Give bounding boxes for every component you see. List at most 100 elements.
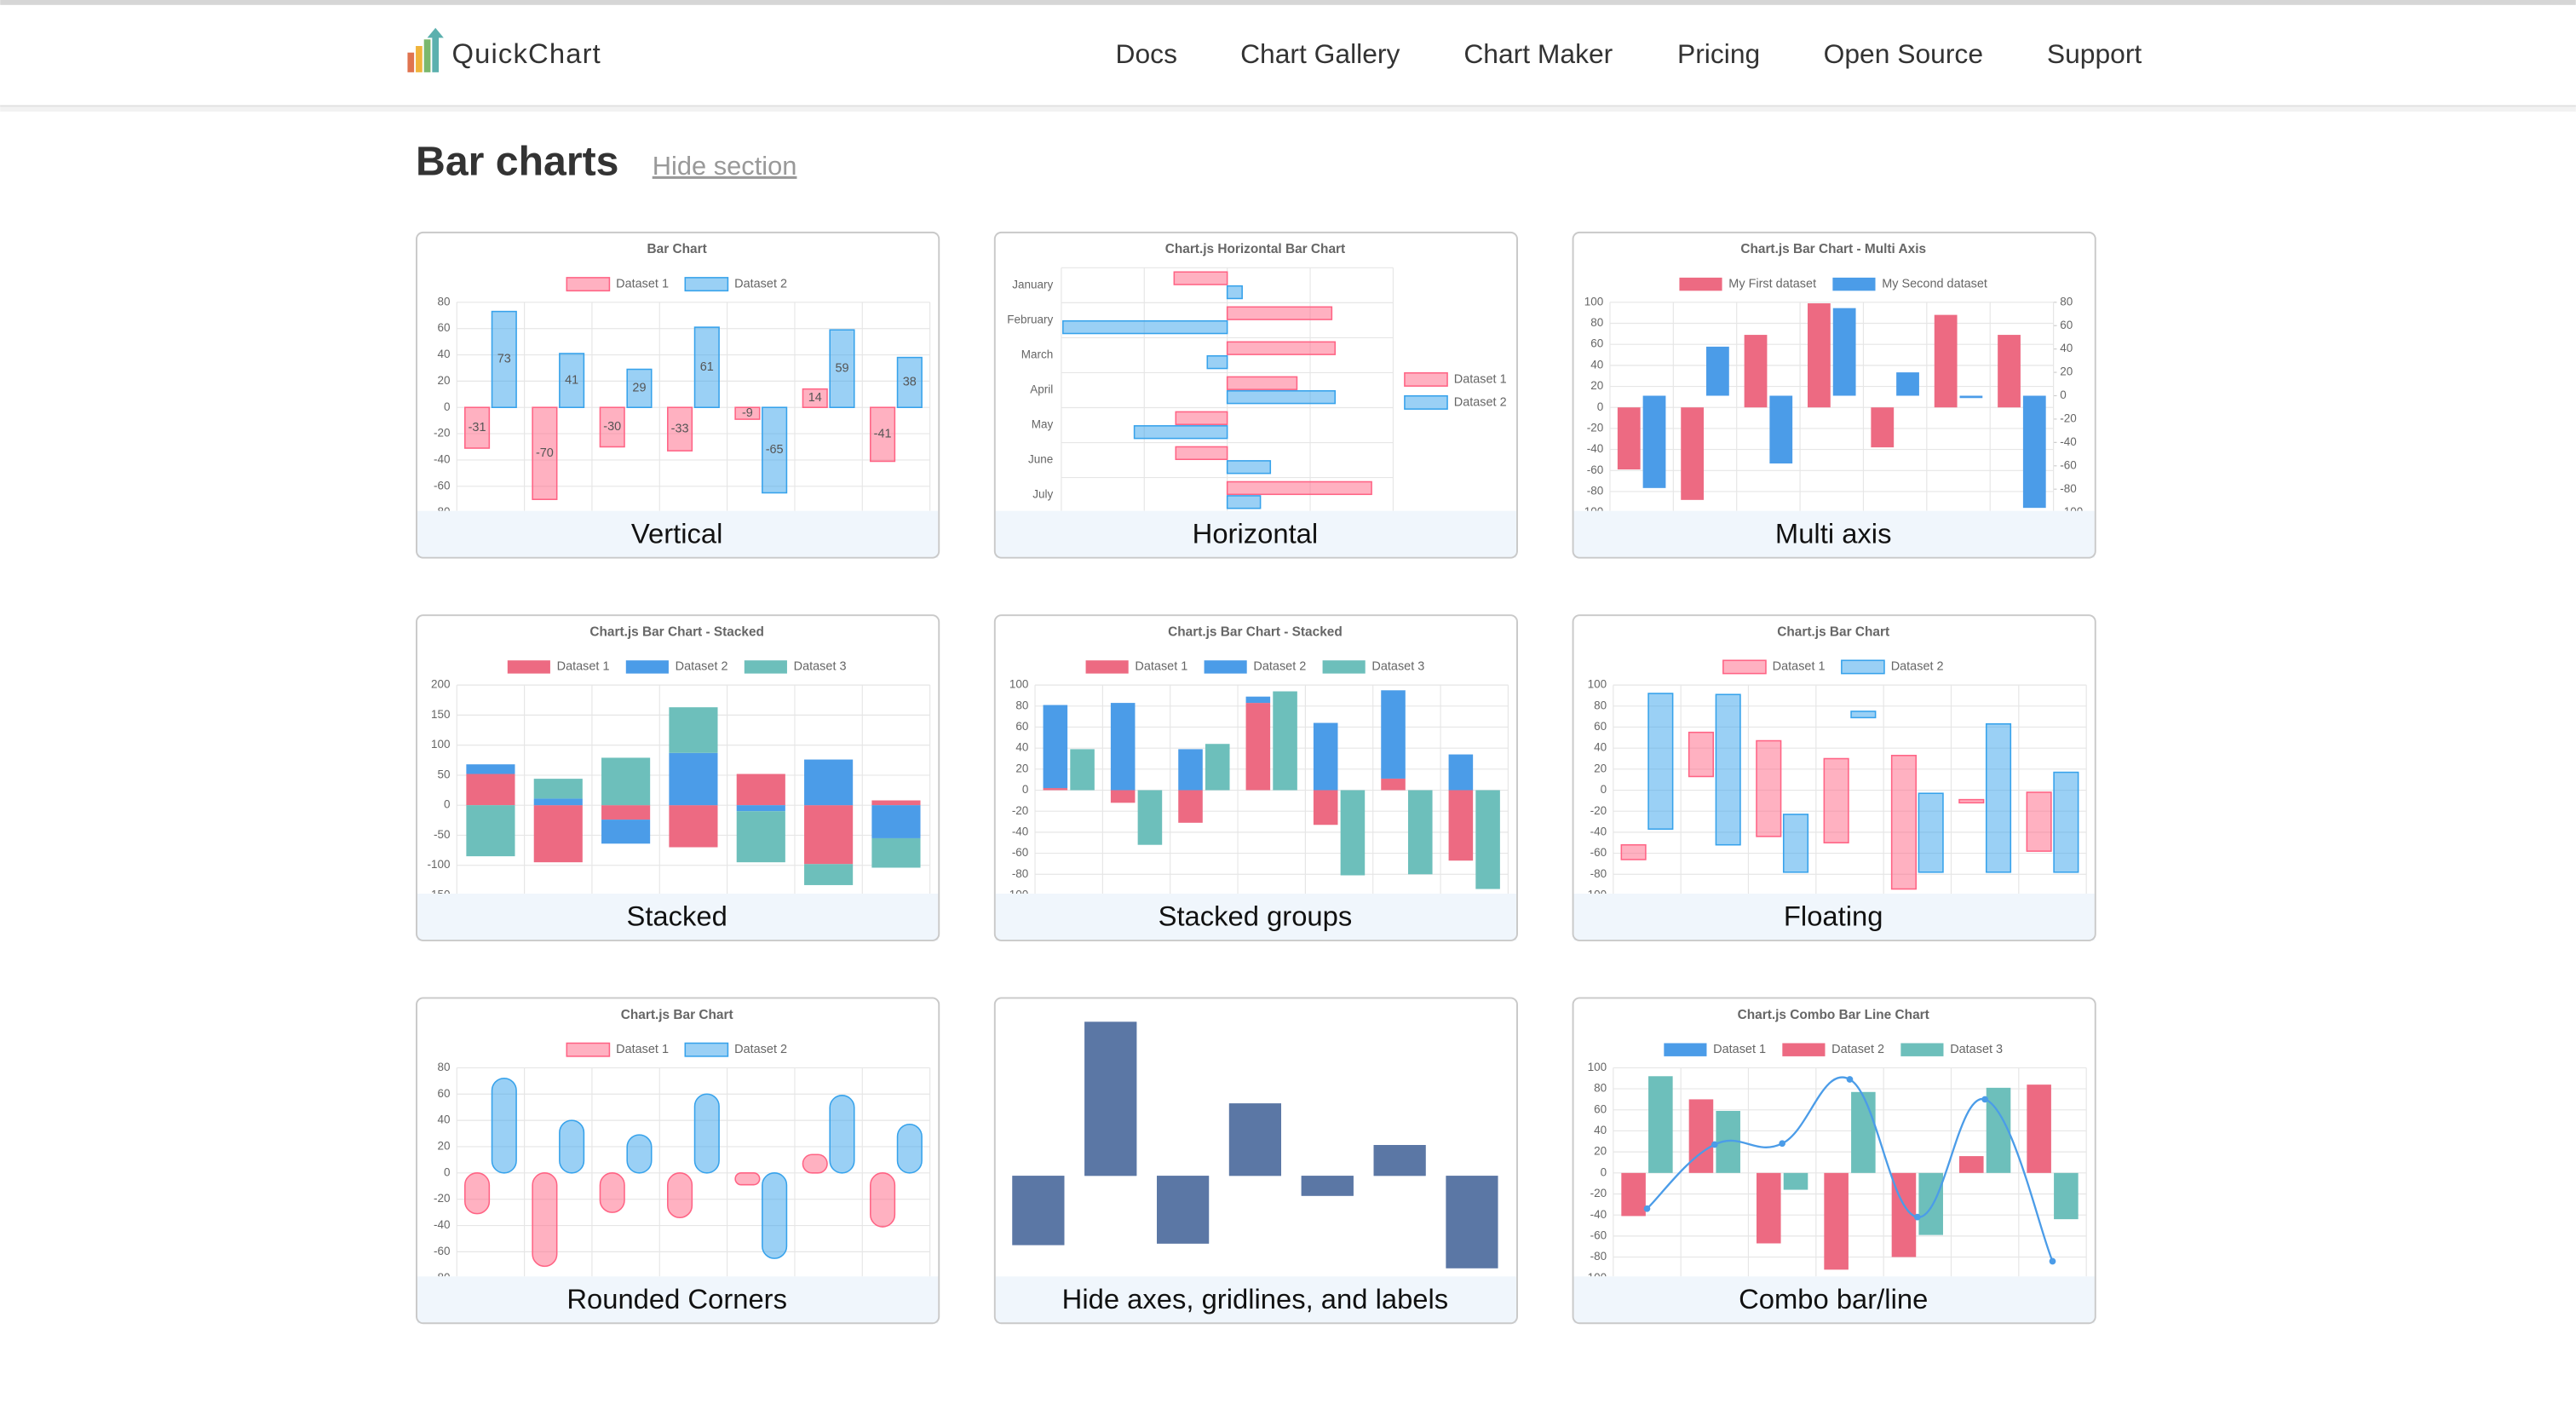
- bar: [466, 774, 515, 806]
- bar: [1173, 271, 1228, 285]
- bar: [601, 757, 651, 806]
- card-frame: [416, 997, 940, 1325]
- card-frame: [993, 997, 1518, 1325]
- top-border: [0, 0, 2576, 5]
- card-frame: [993, 614, 1518, 941]
- chart-card[interactable]: Bar Chart Dataset 1 Dataset 2 80 60 40 20 0 -20 -…: [416, 231, 940, 559]
- y-tick-label: 0: [1022, 783, 1029, 796]
- legend-swatch: [744, 660, 787, 674]
- legend-swatch: [566, 277, 611, 292]
- chart-card[interactable]: Chart.js Horizontal Bar Chart Dataset 1 Da…: [993, 231, 1518, 559]
- card-frame: [416, 614, 940, 941]
- bar: [1782, 814, 1809, 873]
- bar: [1226, 306, 1333, 320]
- chart-card[interactable]: Chart.js Bar Chart Dataset 1 Dataset 2 100 8…: [1572, 614, 2096, 941]
- caption-band: [417, 510, 939, 558]
- bar: [1620, 843, 1647, 860]
- bar: [2027, 1084, 2051, 1173]
- card-caption: Horizontal: [1193, 517, 1319, 549]
- y-tick-label: -50: [434, 828, 451, 841]
- card-caption: Stacked: [626, 900, 727, 932]
- nav-link[interactable]: Support: [2047, 38, 2142, 69]
- logo-bar: [407, 52, 415, 72]
- y2-tick-label: -20: [2060, 411, 2077, 424]
- bar: [1986, 1087, 2011, 1173]
- bar: [1648, 1076, 1673, 1173]
- bar: [1301, 1176, 1354, 1196]
- legend-label: Dataset 1: [1713, 1043, 1766, 1056]
- legend-label: Dataset 1: [1135, 660, 1187, 674]
- bar: [1340, 790, 1366, 876]
- y-tick-label: -40: [1012, 825, 1029, 837]
- chart-card[interactable]: Chart.js Bar Chart - Stacked Dataset 1 Dat…: [416, 614, 940, 941]
- bar: [1226, 285, 1243, 300]
- bar: [1934, 314, 1958, 408]
- y2-tick-label: 0: [2060, 388, 2067, 401]
- bar: [802, 1153, 828, 1174]
- bar: [1043, 705, 1068, 789]
- nav-link[interactable]: Pricing: [1677, 38, 1760, 69]
- y-tick-label: 50: [438, 768, 451, 780]
- brand[interactable]: QuickChart: [451, 37, 601, 69]
- card-caption: Hide axes, gridlines, and labels: [1062, 1283, 1449, 1315]
- bar: [870, 406, 896, 463]
- legend-label: Dataset 2: [734, 277, 787, 291]
- nav-link[interactable]: Chart Gallery: [1240, 38, 1400, 69]
- legend-swatch: [1085, 660, 1129, 674]
- chart-title: Chart.js Bar Chart - Multi Axis: [1740, 242, 1926, 256]
- y-tick-label: 80: [1594, 1082, 1607, 1095]
- bar: [896, 1123, 923, 1174]
- bar: [736, 774, 785, 806]
- bar: [601, 820, 651, 844]
- y-tick-label: 20: [1590, 379, 1603, 392]
- y-tick-label: 200: [431, 678, 451, 691]
- bar: [693, 1093, 720, 1174]
- bar: [1769, 395, 1793, 464]
- bar: [1381, 690, 1406, 779]
- chart-card[interactable]: Chart.js Combo Bar Line Chart Dataset 1 Da…: [1572, 997, 2096, 1325]
- bar: [491, 1077, 517, 1174]
- legend-label: Dataset 2: [1253, 660, 1306, 674]
- bar: [1012, 1176, 1065, 1246]
- chart-title: Chart.js Combo Bar Line Chart: [1738, 1008, 1929, 1022]
- y-tick-label: -80: [1590, 1250, 1607, 1263]
- nav-link[interactable]: Chart Maker: [1463, 38, 1613, 69]
- y-tick-label: February: [1007, 313, 1053, 325]
- point: [2049, 1257, 2056, 1265]
- legend-swatch: [566, 1042, 611, 1057]
- chart-card[interactable]: Chart.js Bar Chart - Stacked Dataset 1 Dat…: [993, 614, 1518, 941]
- legend-label: Dataset 1: [616, 277, 669, 291]
- y-tick-label: 60: [438, 1087, 451, 1100]
- y-tick-label: 80: [438, 1061, 451, 1073]
- hide-section-link[interactable]: Hide section: [653, 151, 797, 181]
- point: [1913, 1213, 1921, 1221]
- chart-card[interactable]: Hide axes, gridlines, and labels: [993, 997, 1518, 1325]
- bar: [491, 310, 517, 408]
- y-tick-label: -60: [434, 479, 451, 492]
- legend-swatch: [625, 660, 669, 674]
- bar: [533, 779, 583, 799]
- card-frame: [1572, 997, 2096, 1325]
- y-tick-label: -100: [1005, 888, 1028, 900]
- bar: [1226, 480, 1372, 496]
- bar: [1681, 407, 1705, 500]
- legend-swatch: [684, 277, 729, 292]
- caption-band: [995, 1276, 1517, 1324]
- data-label: 14: [808, 391, 822, 405]
- y-tick-label: -80: [434, 1271, 451, 1284]
- bar: [1959, 395, 1983, 399]
- legend-swatch: [1832, 277, 1876, 291]
- logo-arrow: [427, 27, 444, 38]
- nav-link[interactable]: Open Source: [1824, 38, 1983, 69]
- chart-card[interactable]: Chart.js Bar Chart Dataset 1 Dataset 2 80 60…: [416, 997, 940, 1325]
- legend-swatch: [1841, 659, 1885, 675]
- bar: [804, 864, 854, 885]
- legend-swatch: [1664, 1043, 1707, 1056]
- nav-link[interactable]: Docs: [1116, 38, 1177, 69]
- logo[interactable]: QuickChart: [407, 27, 601, 72]
- y-tick-label: 20: [1015, 762, 1028, 774]
- bar: [1621, 1172, 1646, 1217]
- chart-card[interactable]: Chart.js Bar Chart - Multi Axis My First …: [1572, 231, 2096, 559]
- bar: [1448, 754, 1474, 791]
